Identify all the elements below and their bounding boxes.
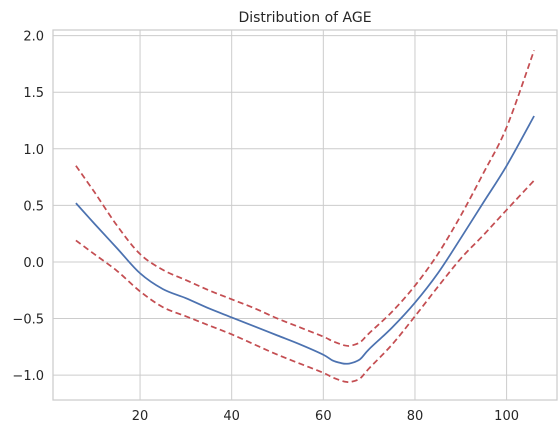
x-tick-label: 100: [494, 409, 519, 424]
x-tick-label: 60: [315, 409, 332, 424]
plot-area-frame: [52, 29, 558, 401]
series-line-lower: [75, 179, 535, 384]
y-tick-label: 0.0: [23, 256, 44, 271]
y-tick-label: 1.0: [23, 143, 44, 158]
y-axis-ticks: −1.0 −0.5 0.0 0.5 1.0 1.5 2.0: [12, 30, 44, 384]
y-tick-label: −0.5: [12, 313, 44, 328]
x-tick-label: 40: [223, 409, 240, 424]
x-tick-label: 80: [407, 409, 424, 424]
y-tick-label: 2.0: [23, 30, 44, 45]
x-tick-label: 20: [132, 409, 149, 424]
y-tick-label: 1.5: [23, 86, 44, 101]
y-tick-label: 0.5: [23, 199, 44, 214]
chart-title: Distribution of AGE: [238, 10, 371, 26]
series-line-estimate: [75, 115, 535, 365]
series-line-upper: [75, 50, 535, 347]
grid-lines: [53, 30, 557, 400]
series-group: [75, 50, 535, 384]
y-tick-label: −1.0: [12, 369, 44, 384]
x-axis-ticks: 20 40 60 80 100: [132, 409, 519, 424]
